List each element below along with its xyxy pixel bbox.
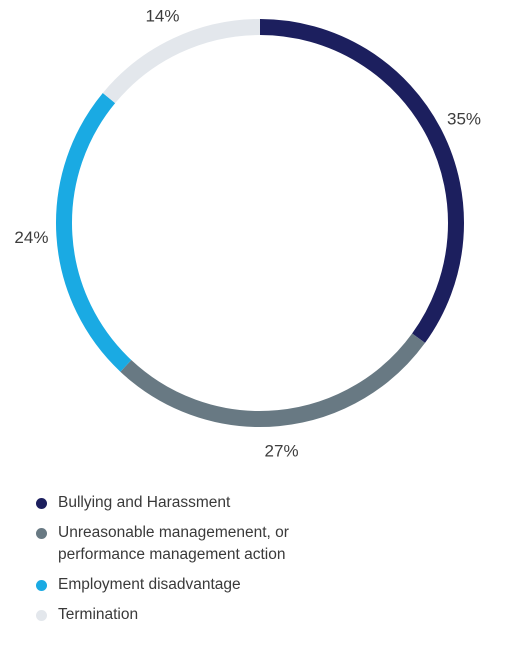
legend-marker-unreasonable-management [36, 528, 47, 539]
legend-label-termination: Termination [58, 606, 139, 623]
legend-label-bullying: Bullying and Harassment [58, 494, 231, 511]
legend-item-unreasonable-management: Unreasonable managemenent, or performanc… [36, 522, 336, 566]
legend-marker-employment-disadvantage [36, 580, 47, 591]
legend-item-bullying: Bullying and Harassment [36, 492, 336, 514]
data-label-termination: 14% [145, 6, 179, 25]
data-label-unreasonable-management: 27% [265, 441, 299, 460]
legend-label-unreasonable-management: Unreasonable managemenent, or performanc… [58, 524, 289, 563]
donut-slice-termination [102, 19, 261, 104]
legend: Bullying and Harassment Unreasonable man… [36, 492, 336, 634]
legend-item-employment-disadvantage: Employment disadvantage [36, 574, 336, 596]
legend-marker-termination [36, 610, 47, 621]
donut-svg: 35% 27% 24% 14% [14, 6, 481, 460]
data-label-employment-disadvantage: 24% [14, 228, 48, 247]
data-label-bullying: 35% [447, 110, 481, 129]
donut-slice-unreasonable-management [120, 333, 426, 427]
donut-slice-employment-disadvantage [56, 92, 132, 372]
legend-marker-bullying [36, 498, 47, 509]
donut-slice-bullying [259, 19, 464, 343]
legend-label-employment-disadvantage: Employment disadvantage [58, 576, 241, 593]
legend-item-termination: Termination [36, 604, 336, 626]
